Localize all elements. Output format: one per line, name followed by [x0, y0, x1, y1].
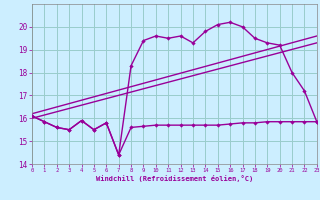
- X-axis label: Windchill (Refroidissement éolien,°C): Windchill (Refroidissement éolien,°C): [96, 175, 253, 182]
